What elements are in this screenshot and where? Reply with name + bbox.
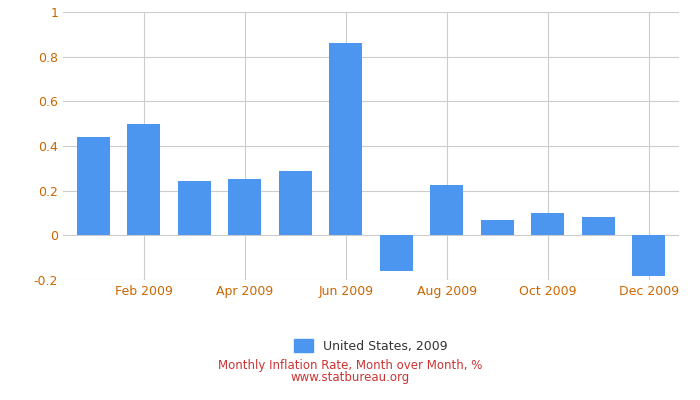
Bar — [178, 181, 211, 235]
Bar — [77, 137, 110, 235]
Bar — [279, 170, 312, 235]
Bar — [228, 180, 261, 235]
Bar — [127, 124, 160, 235]
Bar — [430, 185, 463, 235]
Bar — [531, 213, 564, 235]
Text: Monthly Inflation Rate, Month over Month, %: Monthly Inflation Rate, Month over Month… — [218, 360, 482, 372]
Legend: United States, 2009: United States, 2009 — [289, 334, 453, 358]
Bar — [481, 220, 514, 235]
Bar — [329, 43, 362, 235]
Text: www.statbureau.org: www.statbureau.org — [290, 372, 410, 384]
Bar — [632, 235, 665, 276]
Bar — [582, 218, 615, 235]
Bar — [380, 235, 413, 271]
